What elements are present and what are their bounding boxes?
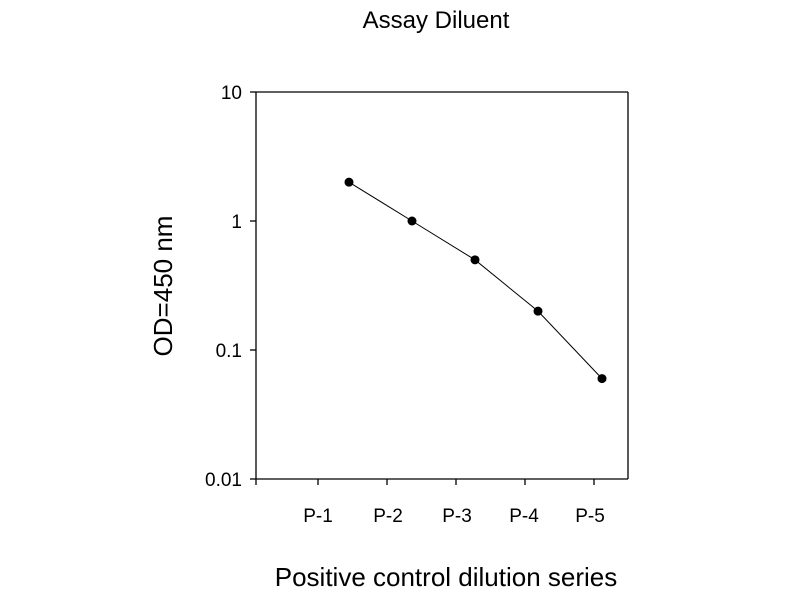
y-tick-label: 1: [231, 212, 242, 233]
x-axis-ticks: P-1 P-2 P-3 P-4 P-5: [255, 479, 605, 527]
x-tick-label: P-5: [575, 506, 605, 527]
y-axis-ticks: 10 1 0.1 0.01: [205, 83, 256, 491]
series-line: [348, 181, 603, 379]
data-point: [470, 255, 480, 265]
y-tick-label: 0.1: [216, 341, 242, 362]
data-point: [533, 306, 543, 316]
data-point: [344, 177, 354, 187]
chart-title: Assay Diluent: [363, 7, 510, 34]
x-tick-label: P-3: [442, 506, 472, 527]
y-axis-label: OD=450 nm: [148, 216, 178, 357]
y-tick-label: 10: [221, 83, 242, 104]
plot-frame: [255, 91, 629, 480]
data-point: [407, 216, 417, 226]
x-tick-label: P-2: [373, 506, 403, 527]
x-tick-label: P-1: [303, 506, 333, 527]
y-tick-label: 0.01: [205, 470, 242, 491]
data-point: [597, 374, 607, 384]
x-axis-label: Positive control dilution series: [275, 562, 618, 592]
series-layer: [344, 177, 607, 384]
x-tick-label: P-4: [509, 506, 539, 527]
